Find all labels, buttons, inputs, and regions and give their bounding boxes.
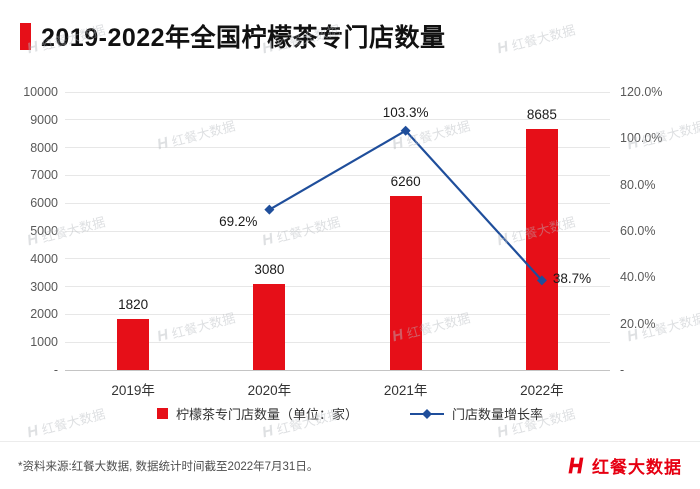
right-axis-tick-label: 40.0% [620, 270, 656, 285]
gridline [65, 313, 610, 315]
line-value-label: 69.2% [219, 213, 258, 229]
category-label: 2021年 [383, 383, 428, 398]
gridline [65, 202, 610, 204]
left-axis-tick-label: 5000 [30, 224, 58, 238]
gridline [65, 91, 610, 93]
gridline [65, 230, 610, 232]
bar-value-label: 8685 [526, 106, 557, 122]
left-axis-tick-label: - [53, 363, 58, 377]
line-marker [264, 204, 275, 215]
right-axis-tick-label: 80.0% [620, 177, 656, 192]
legend-label-growth-rate: 门店数量增长率 [452, 407, 544, 422]
left-axis-tick-label: 9000 [30, 112, 58, 127]
left-axis-tick-label: 8000 [30, 140, 58, 155]
gridline [65, 286, 610, 288]
right-axis-tick-label: 20.0% [620, 316, 656, 331]
left-axis-tick-label: 7000 [30, 168, 58, 183]
gridline [65, 147, 610, 149]
legend-item-growth-rate: 门店数量增长率 [410, 404, 543, 423]
legend-label-store-count: 柠檬茶专门店数量（单位：家） [175, 407, 358, 422]
bar-value-label: 6260 [390, 173, 421, 189]
left-axis-tick-label: 1000 [30, 335, 58, 350]
footer: *资料来源:红餐大数据, 数据统计时间截至2022年7月31日。 红餐大数据 [0, 441, 700, 489]
category-label: 2019年 [111, 383, 155, 398]
bar [117, 319, 150, 370]
brand-h-icon [568, 457, 584, 474]
right-axis-tick-label: - [620, 363, 625, 377]
title-accent-bar [20, 22, 31, 50]
line-value-label: 103.3% [382, 104, 429, 120]
left-axis-tick-label: 4000 [30, 251, 58, 266]
gridline [65, 119, 610, 121]
legend-item-store-count: 柠檬茶专门店数量（单位：家） [156, 404, 358, 423]
left-axis-tick-label: 6000 [30, 196, 58, 211]
bar [525, 128, 558, 370]
right-axis-tick-label: 100.0% [620, 131, 663, 146]
line-value-label: 38.7% [552, 271, 592, 287]
bar [389, 195, 422, 370]
right-axis-tick-label: 120.0% [620, 85, 663, 99]
gridline [65, 258, 610, 260]
chart-header: 2019-2022年全国柠檬茶专门店数量 [20, 18, 446, 54]
gridline [65, 174, 610, 176]
growth-line-series [264, 125, 547, 286]
bar-value-label: 3080 [254, 262, 285, 278]
gridline [65, 369, 610, 371]
growth-line [268, 129, 543, 282]
bar-value-label: 1820 [118, 297, 149, 313]
bar-series-swatch [156, 408, 168, 419]
line-marker [536, 275, 547, 286]
brand-logo: 红餐大数据 [565, 453, 682, 478]
category-label: 2020年 [247, 383, 292, 398]
brand-name: 红餐大数据 [592, 458, 682, 477]
line-series-swatch [410, 408, 444, 420]
legend: 柠檬茶专门店数量（单位：家） 门店数量增长率 [0, 404, 700, 423]
left-axis-tick-label: 3000 [30, 279, 58, 294]
right-axis-tick-label: 60.0% [620, 224, 656, 238]
category-label: 2022年 [520, 383, 564, 398]
chart-title: 2019-2022年全国柠檬茶专门店数量 [41, 24, 446, 52]
left-axis-tick-label: 10000 [23, 85, 58, 99]
bar [253, 284, 286, 370]
left-axis-tick-label: 2000 [30, 307, 58, 322]
gridline [65, 341, 610, 343]
source-note: *资料来源:红餐大数据, 数据统计时间截至2022年7月31日。 [18, 460, 319, 473]
